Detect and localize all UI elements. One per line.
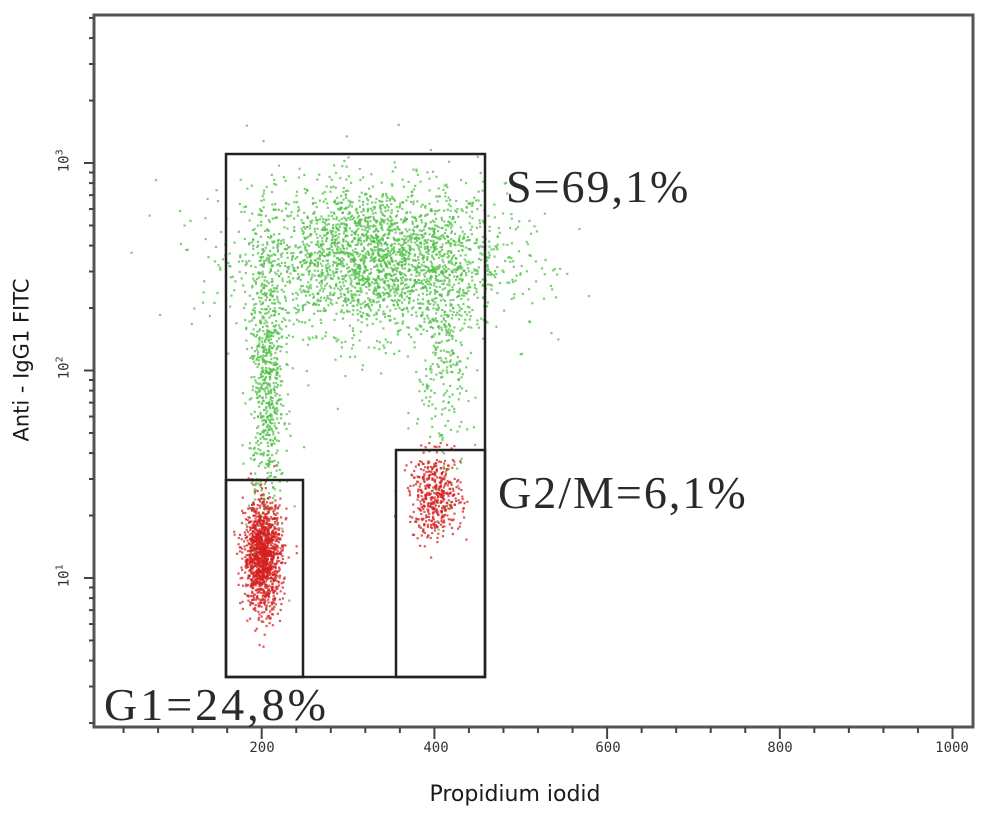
s-phase-label: S=69,1% bbox=[506, 161, 691, 212]
gate-s bbox=[224, 152, 487, 679]
y-tick-label: 102 bbox=[55, 356, 73, 379]
y-axis-ticks bbox=[84, 16, 94, 725]
y-axis-title: Anti - IgG1 FITC bbox=[4, 240, 40, 480]
scatter-points bbox=[130, 123, 591, 648]
x-tick-label: 400 bbox=[423, 740, 449, 756]
x-tick-label: 800 bbox=[767, 740, 793, 756]
x-tick-label: 1000 bbox=[935, 740, 969, 756]
y-tick-exp: 1 bbox=[54, 564, 66, 571]
y-tick-label: 103 bbox=[55, 149, 73, 172]
y-tick-exp: 2 bbox=[54, 356, 66, 363]
gate-g2m bbox=[394, 448, 487, 679]
gate-g1 bbox=[224, 478, 305, 679]
x-axis-title: Propidium iodid bbox=[429, 782, 601, 807]
y-tick-exp: 3 bbox=[54, 149, 66, 156]
y-tick-base: 10 bbox=[56, 362, 73, 380]
x-tick-label: 600 bbox=[595, 740, 621, 756]
x-tick-label: 200 bbox=[249, 740, 275, 756]
y-axis-title-text: Anti - IgG1 FITC bbox=[10, 278, 35, 442]
y-tick-base: 10 bbox=[56, 155, 73, 173]
g2m-phase-label: G2/M=6,1% bbox=[498, 467, 748, 518]
y-tick-base: 10 bbox=[56, 570, 73, 588]
g1-phase-label: G1=24,8% bbox=[104, 679, 329, 730]
x-axis-ticks bbox=[122, 727, 954, 739]
gate-boxes bbox=[224, 152, 487, 679]
y-tick-label: 101 bbox=[55, 564, 73, 587]
